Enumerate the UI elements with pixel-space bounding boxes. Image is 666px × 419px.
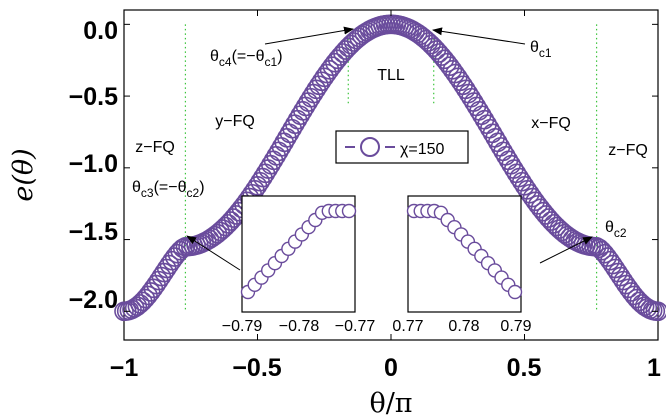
data-point (522, 187, 543, 208)
x-axis-label: θ/π (369, 388, 412, 419)
data-point (322, 56, 343, 77)
legend: χ=150 (335, 130, 469, 164)
data-point (437, 52, 457, 73)
inset-tick-label: −0.77 (335, 318, 376, 335)
y-tick-label: 0.0 (83, 17, 118, 45)
region-label: TLL (377, 67, 405, 84)
arrow-c1 (432, 27, 526, 45)
data-series (114, 14, 666, 322)
inset-tick-label: 0.77 (392, 318, 423, 335)
legend-marker (360, 137, 380, 157)
data-point (319, 60, 340, 80)
arrow-c3 (186, 235, 241, 271)
data-point (525, 191, 545, 212)
inset-point (341, 203, 357, 219)
y-tick-label: −1.0 (69, 150, 118, 178)
data-point (418, 32, 439, 52)
data-point (138, 285, 158, 306)
data-point (528, 195, 548, 215)
x-tick-label: −0.5 (232, 354, 281, 382)
region-label: y−FQ (215, 113, 255, 130)
inset-tick-label: −0.79 (222, 318, 263, 335)
data-point (618, 278, 639, 299)
tick-marks (123, 10, 659, 340)
inset-tick-label: −0.78 (279, 318, 320, 335)
data-point (431, 46, 452, 66)
data-point (592, 240, 612, 261)
data-point (210, 221, 230, 242)
annotation-theta-c3: θc3(=−θc2) (132, 179, 205, 200)
y-axis-label: e(θ) (8, 148, 39, 201)
x-tick-label: 0.5 (507, 354, 542, 382)
arrow-c4 (264, 26, 354, 45)
data-point (162, 250, 182, 271)
data-point (541, 211, 562, 231)
annotation-theta-c4: θc4(=−θc1) (210, 48, 283, 69)
plot-frame (123, 9, 659, 341)
legend-label: χ=150 (400, 141, 445, 158)
data-point (135, 288, 156, 309)
x-tick-label: 0 (384, 354, 398, 382)
inset-tick-label: 0.79 (500, 318, 531, 335)
data-point (434, 49, 455, 70)
data-point (317, 63, 337, 84)
inset-point (507, 284, 523, 300)
data-point (415, 29, 436, 50)
annotation-theta-c1: θc1 (530, 39, 552, 60)
phase-boundaries (184, 24, 598, 312)
region-label: x−FQ (531, 115, 571, 132)
region-label: z−FQ (608, 142, 648, 159)
annotation-theta-c2: θc2 (605, 219, 627, 240)
y-tick-label: −1.5 (69, 218, 118, 246)
region-label: z−FQ (135, 139, 175, 156)
data-point (212, 219, 233, 239)
x-tick-label: −1 (110, 354, 139, 382)
data-point (335, 40, 356, 60)
data-point (648, 301, 666, 322)
inset-right-series (406, 203, 523, 300)
data-point (544, 214, 564, 234)
data-point (338, 37, 359, 58)
x-tick-label: 1 (647, 354, 661, 382)
arrow-c2 (539, 236, 593, 264)
inset-left-series (240, 203, 357, 300)
y-tick-label: −0.5 (69, 83, 118, 111)
inset-tick-label: 0.78 (448, 318, 479, 335)
data-point (127, 296, 148, 316)
y-tick-label: −2.0 (69, 286, 118, 314)
